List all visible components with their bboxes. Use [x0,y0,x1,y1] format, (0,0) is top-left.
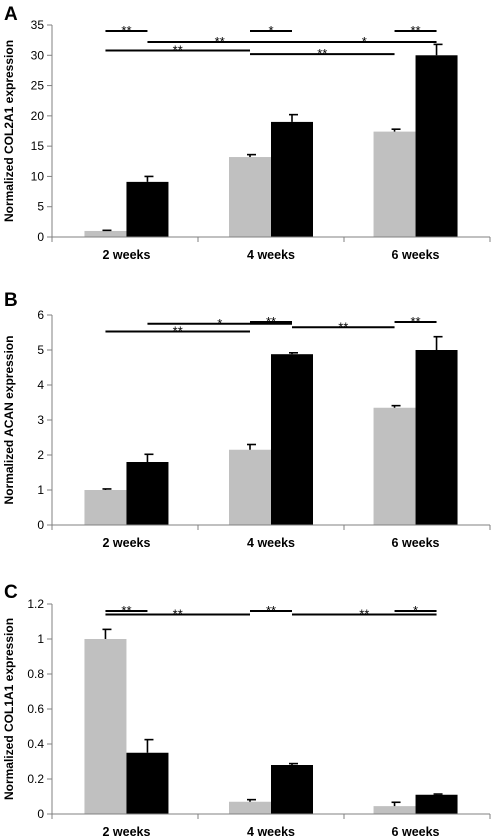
y-tick-label: 1 [37,483,44,497]
bar [415,55,458,238]
significance-label: ** [266,603,276,618]
y-tick-label: 35 [31,18,45,32]
y-tick-label: 0.6 [27,702,44,716]
bar [126,181,169,237]
y-tick-label: 0 [37,230,44,244]
significance-label: ** [121,23,131,38]
bar [271,121,313,237]
y-tick-label: 30 [31,48,45,62]
y-tick-label: 0 [37,807,44,821]
x-category-label: 4 weeks [247,825,295,839]
significance-label: * [268,23,273,38]
significance-label: * [362,34,367,49]
bar [229,157,271,237]
panel-letter: A [4,4,18,25]
bar [415,350,458,525]
bar [126,752,169,814]
y-tick-label: 4 [37,378,44,392]
bar [84,639,127,814]
bar [373,407,416,525]
y-tick-label: 25 [31,79,45,93]
significance-label: * [413,603,418,618]
bar [126,462,169,525]
y-tick-label: 1 [37,632,44,646]
significance-label: ** [338,319,348,334]
x-category-label: 4 weeks [247,248,295,262]
chart-panel-a: A 0 5 10 15 20 25 30 35 2 weeks 4 weeks 6 weeks Norm… [2,4,491,262]
y-tick-label: 10 [31,169,45,183]
y-tick-label: 0 [37,518,44,532]
y-tick-label: 0.8 [27,667,44,681]
x-category-label: 2 weeks [102,825,150,839]
x-category-label: 6 weeks [392,536,440,550]
bar [373,131,416,237]
x-category-label: 6 weeks [392,825,440,839]
significance-label: ** [359,607,369,622]
y-tick-label: 2 [37,448,44,462]
significance-label: * [217,316,222,331]
chart-panel-b: B 0 1 2 3 4 5 6 2 weeks 4 weeks 6 weeks Normalized … [2,290,491,550]
y-tick-label: 5 [37,343,44,357]
y-tick-label: 0.2 [27,772,44,786]
bar [415,794,458,814]
significance-label: ** [266,314,276,329]
bar [229,449,271,525]
y-tick-label: 20 [31,109,45,123]
significance-label: ** [121,603,131,618]
bar [271,354,313,525]
significance-label: ** [173,607,183,622]
panel-letter: B [4,290,18,311]
significance-label: ** [173,42,183,57]
y-axis-label: Normalized COL1A1 expression [2,618,16,800]
y-axis-label: Normalized COL2A1 expression [2,40,16,222]
x-category-label: 2 weeks [102,248,150,262]
bar [373,806,416,814]
bar [271,765,313,814]
bar [84,230,127,237]
significance-label: ** [410,314,420,329]
x-category-label: 6 weeks [392,248,440,262]
y-tick-label: 6 [37,308,44,322]
significance-label: ** [317,46,327,61]
y-tick-label: 1.2 [27,597,44,611]
significance-label: ** [173,323,183,338]
chart-panel-c: C 0 0.2 0.4 0.6 0.8 1 1.2 2 weeks 4 weeks 6 weeks N… [2,582,491,839]
panel-letter: C [4,582,18,603]
y-tick-label: 15 [31,139,45,153]
significance-label: ** [410,23,420,38]
y-axis-label: Normalized ACAN expression [2,336,16,505]
bar [229,801,271,814]
x-category-label: 4 weeks [247,536,295,550]
y-tick-label: 5 [37,200,44,214]
y-tick-label: 0.4 [27,737,44,751]
y-tick-label: 3 [37,413,44,427]
x-category-label: 2 weeks [102,536,150,550]
significance-label: ** [215,34,225,49]
bar [84,490,127,525]
